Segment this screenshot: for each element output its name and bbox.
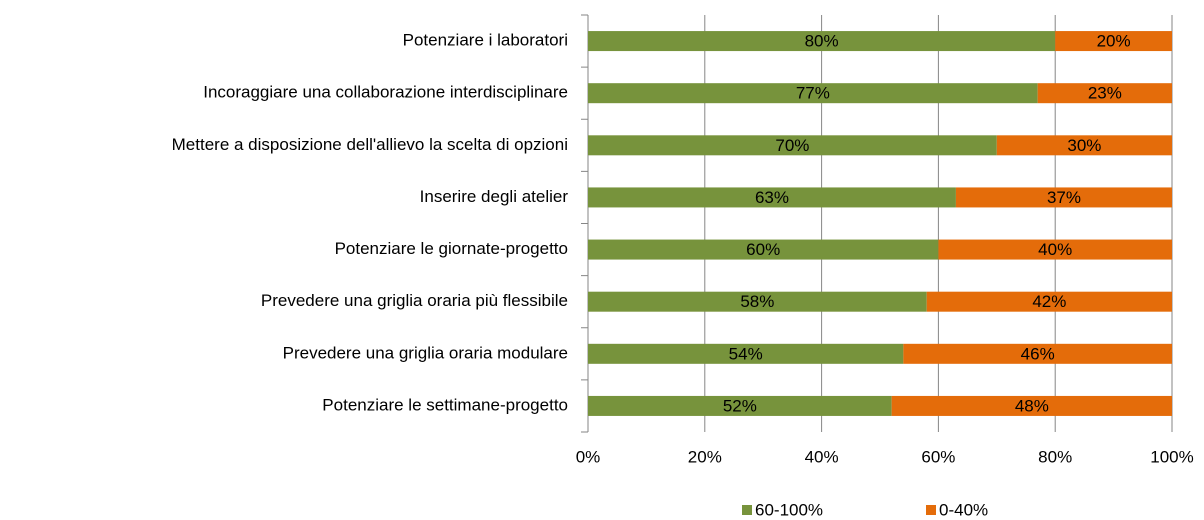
legend-label: 60-100%	[755, 500, 823, 519]
legend-swatch	[926, 505, 936, 515]
x-tick-label: 20%	[688, 447, 722, 466]
bar	[588, 343, 904, 364]
bar	[588, 31, 1056, 52]
data-label: 70%	[775, 136, 809, 155]
bar	[996, 135, 1172, 156]
data-label: 54%	[729, 344, 763, 363]
bar	[1037, 83, 1172, 104]
y-tick-label: Mettere a disposizione dell'allievo la s…	[172, 135, 568, 154]
bar	[891, 395, 1172, 416]
bar	[938, 239, 1172, 260]
data-label: 23%	[1088, 84, 1122, 103]
bar	[588, 83, 1038, 104]
x-tick-label: 0%	[576, 447, 601, 466]
bar	[588, 239, 939, 260]
data-label: 40%	[1038, 240, 1072, 259]
x-tick-label: 60%	[921, 447, 955, 466]
bar	[588, 187, 956, 208]
data-label: 63%	[755, 188, 789, 207]
data-label: 58%	[740, 292, 774, 311]
bar	[1055, 31, 1172, 52]
bar	[588, 135, 997, 156]
x-tick-label: 80%	[1038, 447, 1072, 466]
y-tick-label: Prevedere una griglia oraria modulare	[283, 343, 568, 362]
bar	[588, 291, 927, 312]
y-tick-label: Potenziare le giornate-progetto	[335, 239, 568, 258]
data-label: 80%	[805, 32, 839, 51]
bar	[588, 395, 892, 416]
y-tick-label: Potenziare le settimane-progetto	[322, 395, 568, 414]
data-label: 20%	[1097, 32, 1131, 51]
y-tick-label: Incoraggiare una collaborazione interdis…	[203, 83, 568, 102]
y-tick-label: Prevedere una griglia oraria più flessib…	[261, 291, 568, 310]
y-tick-label: Potenziare i laboratori	[403, 31, 568, 50]
bar	[903, 343, 1172, 364]
y-tick-label: Inserire degli atelier	[420, 187, 569, 206]
data-label: 60%	[746, 240, 780, 259]
x-tick-label: 40%	[805, 447, 839, 466]
data-label: 42%	[1032, 292, 1066, 311]
data-label: 37%	[1047, 188, 1081, 207]
data-label: 77%	[796, 84, 830, 103]
legend-swatch	[742, 505, 752, 515]
data-label: 30%	[1067, 136, 1101, 155]
data-label: 48%	[1015, 396, 1049, 415]
bar	[955, 187, 1172, 208]
data-label: 46%	[1021, 344, 1055, 363]
bar	[926, 291, 1172, 312]
x-tick-label: 100%	[1150, 447, 1193, 466]
legend-label: 0-40%	[939, 500, 988, 519]
data-label: 52%	[723, 396, 757, 415]
